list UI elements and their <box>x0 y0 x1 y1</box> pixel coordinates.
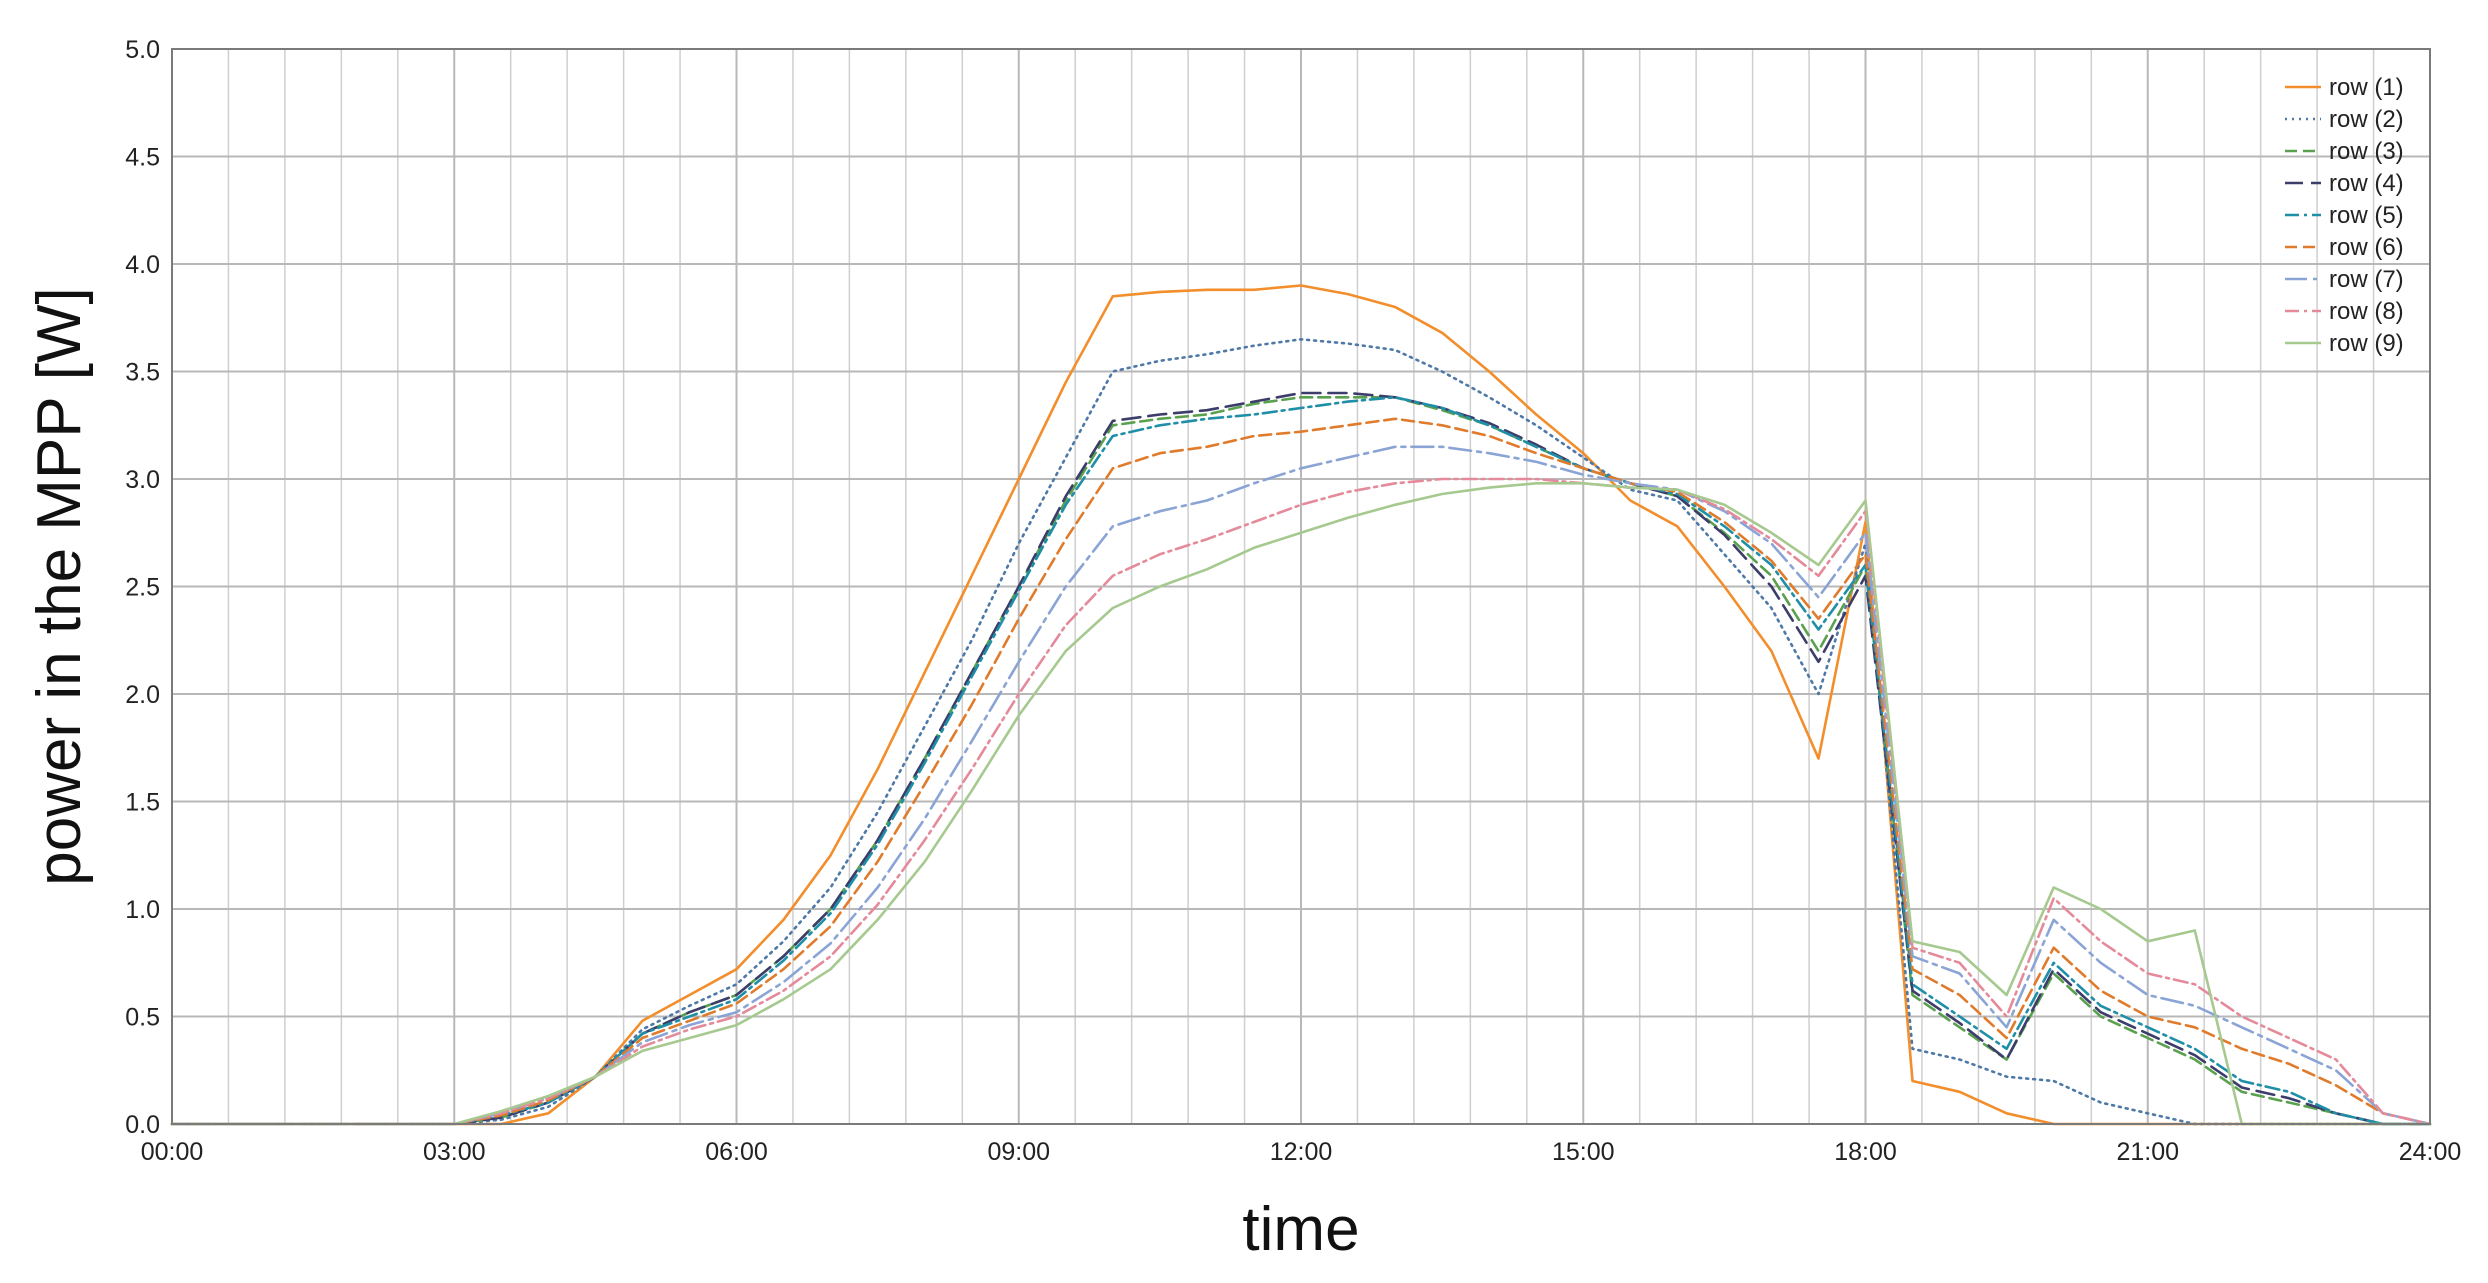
x-tick-label: 15:00 <box>1552 1138 1615 1166</box>
series-line-5 <box>170 395 2432 1126</box>
series-line-9 <box>170 481 2432 1126</box>
series-line-2 <box>170 337 2432 1126</box>
y-tick-label: 1.5 <box>125 789 160 817</box>
legend-label: row (2) <box>2329 106 2404 133</box>
x-tick-label: 03:00 <box>423 1138 486 1166</box>
legend-label: row (4) <box>2329 170 2404 197</box>
legend-label: row (7) <box>2329 266 2404 293</box>
y-tick-label: 1.0 <box>125 896 160 924</box>
x-tick-label: 00:00 <box>141 1138 204 1166</box>
y-tick-label: 0.5 <box>125 1004 160 1032</box>
y-tick-label: 0.0 <box>125 1111 160 1139</box>
x-tick-label: 24:00 <box>2399 1138 2462 1166</box>
series-line-7 <box>170 445 2432 1126</box>
x-tick-label: 21:00 <box>2116 1138 2179 1166</box>
legend: row (1) row (2) row (3) row (4) row (5) row (… <box>2285 74 2404 357</box>
y-tick-labels: 0.0 0.5 1.0 1.5 2.0 2.5 3.0 3.5 4.0 4.5 5.0 <box>125 36 160 1139</box>
gridlines <box>171 48 2431 1125</box>
y-tick-label: 5.0 <box>125 36 160 64</box>
x-tick-label: 09:00 <box>987 1138 1050 1166</box>
series-line-6 <box>170 417 2432 1126</box>
y-axis-title: power in the MPP [W] <box>25 287 94 885</box>
x-tick-label: 12:00 <box>1270 1138 1333 1166</box>
x-tick-label: 06:00 <box>705 1138 768 1166</box>
y-tick-label: 4.0 <box>125 251 160 279</box>
series-line-8 <box>170 477 2432 1126</box>
legend-label: row (3) <box>2329 138 2404 165</box>
legend-label: row (8) <box>2329 298 2404 325</box>
x-axis-title: time <box>1242 1195 1359 1264</box>
legend-label: row (9) <box>2329 330 2404 357</box>
x-tick-labels: 00:00 03:00 06:00 09:00 12:00 15:00 18:00 21:00… <box>141 1138 2462 1166</box>
plot-frame <box>171 48 2431 1125</box>
y-tick-label: 3.5 <box>125 359 160 387</box>
y-tick-label: 2.5 <box>125 574 160 602</box>
series-lines <box>170 284 2432 1126</box>
legend-label: row (1) <box>2329 74 2404 101</box>
y-tick-label: 3.0 <box>125 466 160 494</box>
y-tick-label: 2.0 <box>125 681 160 709</box>
x-tick-label: 18:00 <box>1834 1138 1897 1166</box>
legend-label: row (6) <box>2329 234 2404 261</box>
y-tick-label: 4.5 <box>125 144 160 172</box>
legend-label: row (5) <box>2329 202 2404 229</box>
